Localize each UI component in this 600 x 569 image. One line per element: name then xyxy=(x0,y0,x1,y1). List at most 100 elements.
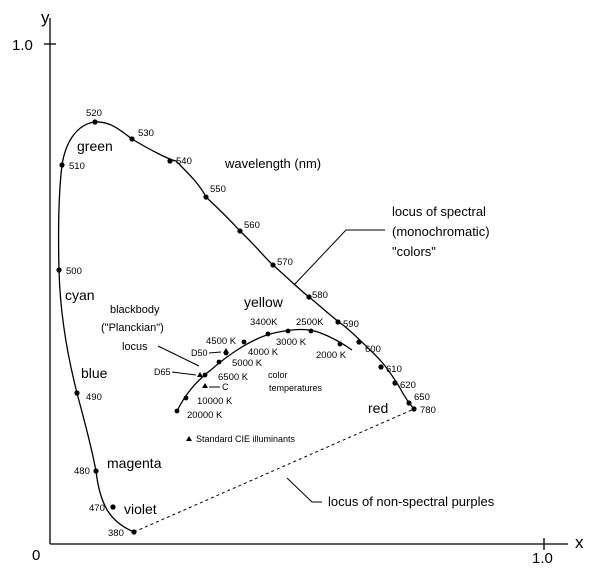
blackbody-note-line2: ("Planckian") xyxy=(101,322,164,334)
wl-label-650: 650 xyxy=(414,392,430,403)
wl-label-780: 780 xyxy=(420,405,436,416)
temp-point-4000 xyxy=(241,339,247,345)
illuminant-legend-marker xyxy=(186,436,192,441)
wl-label-570: 570 xyxy=(277,257,293,268)
illuminants-legend-text: Standard CIE illuminants xyxy=(196,434,296,444)
wavelength-labels: 380 470 480 490 500 510 520 530 540 550 … xyxy=(66,108,436,539)
illuminant-markers xyxy=(186,348,229,441)
axes: y x 1.0 1.0 0 xyxy=(12,8,584,567)
region-magenta: magenta xyxy=(107,455,162,471)
temperature-labels: 3400K 2500K 3000 K 2000 K 4500 K 4000 K … xyxy=(187,317,347,421)
point-520 xyxy=(92,119,98,125)
point-500 xyxy=(56,267,62,273)
region-labels: green cyan blue magenta violet yellow re… xyxy=(65,138,388,517)
color-temp-note-line2: temperatures xyxy=(269,383,323,393)
temp-label-2500: 2500K xyxy=(296,317,324,328)
illuminant-c-marker xyxy=(202,383,208,388)
point-600 xyxy=(356,339,362,345)
wl-label-580: 580 xyxy=(312,290,328,301)
wl-label-610: 610 xyxy=(386,364,402,375)
temp-point-3000 xyxy=(285,328,291,334)
region-cyan: cyan xyxy=(65,287,95,303)
spectral-points xyxy=(56,119,417,535)
illuminant-d65-label: D65 xyxy=(154,367,171,377)
illuminant-c-label: C xyxy=(222,382,229,392)
point-490 xyxy=(74,390,80,396)
temp-point-2000 xyxy=(337,341,343,347)
point-620 xyxy=(392,380,398,386)
nonspectral-leader-line xyxy=(286,477,322,503)
region-green: green xyxy=(77,138,113,154)
temp-label-10000: 10000 K xyxy=(197,396,233,407)
point-590 xyxy=(335,319,341,325)
point-540 xyxy=(167,158,173,164)
temp-point-20000 xyxy=(174,408,180,414)
wl-label-560: 560 xyxy=(244,220,260,231)
wl-label-520: 520 xyxy=(86,108,102,119)
blackbody-note-line3: locus xyxy=(122,341,148,353)
wl-label-600: 600 xyxy=(365,344,381,355)
point-650 xyxy=(406,400,412,406)
point-580 xyxy=(306,294,312,300)
illuminant-d50-leader xyxy=(208,351,222,354)
region-yellow: yellow xyxy=(244,294,284,310)
point-570 xyxy=(270,262,276,268)
wl-label-510: 510 xyxy=(69,161,85,172)
wl-label-500: 500 xyxy=(66,266,82,277)
wl-label-470: 470 xyxy=(89,503,105,514)
blackbody-leader-line xyxy=(157,345,200,367)
temp-label-5000: 5000 K xyxy=(232,358,263,369)
illuminant-d65-leader xyxy=(171,371,197,376)
spectral-locus-curve xyxy=(57,121,415,533)
blackbody-annotation: blackbody ("Planckian") locus xyxy=(101,304,200,367)
planckian-points xyxy=(174,328,343,414)
spectral-note-line3: "colors" xyxy=(392,244,436,259)
spectral-leader-line xyxy=(293,229,385,286)
point-560 xyxy=(237,228,243,234)
origin-label: 0 xyxy=(32,547,40,564)
wl-label-550: 550 xyxy=(210,184,226,195)
temp-point-5000 xyxy=(216,359,222,365)
temp-label-2000: 2000 K xyxy=(316,350,347,361)
temp-label-3400: 3400K xyxy=(250,317,278,328)
region-violet: violet xyxy=(124,501,157,517)
region-red: red xyxy=(368,400,388,416)
point-780 xyxy=(411,406,417,412)
illuminant-d50-label: D50 xyxy=(191,348,208,358)
point-380 xyxy=(131,529,137,535)
spectral-note-line2: (monochromatic) xyxy=(392,224,490,239)
non-spectral-annotation: locus of non-spectral purples xyxy=(286,477,495,509)
wl-label-480: 480 xyxy=(74,466,90,477)
y-axis-label: y xyxy=(41,8,50,27)
temp-point-6500 xyxy=(202,372,208,378)
color-temp-note-line1: color xyxy=(268,370,288,380)
temp-label-20000: 20000 K xyxy=(187,410,223,421)
temp-point-10000 xyxy=(183,395,189,401)
blackbody-note-line1: blackbody xyxy=(110,304,160,316)
temp-point-3400 xyxy=(265,331,271,337)
non-spectral-purple-line xyxy=(133,408,415,533)
region-blue: blue xyxy=(81,365,108,381)
point-480 xyxy=(93,468,99,474)
x-max-label: 1.0 xyxy=(532,550,553,567)
point-470 xyxy=(110,504,116,510)
illuminant-d65-marker xyxy=(197,372,203,377)
temp-label-4000: 4000 K xyxy=(248,347,279,358)
wl-label-490: 490 xyxy=(86,392,102,403)
wl-label-530: 530 xyxy=(138,128,154,139)
illuminant-d50-marker xyxy=(223,348,229,353)
wl-label-380: 380 xyxy=(108,528,124,539)
temp-point-2500 xyxy=(308,328,314,334)
point-550 xyxy=(203,194,209,200)
wl-label-540: 540 xyxy=(176,156,192,167)
temp-label-4500: 4500 K xyxy=(206,336,237,347)
wl-label-590: 590 xyxy=(343,319,359,330)
temp-label-6500: 6500 K xyxy=(218,372,249,383)
temp-label-3000: 3000 K xyxy=(276,337,307,348)
nonspectral-note: locus of non-spectral purples xyxy=(328,494,495,509)
point-510 xyxy=(59,162,65,168)
wavelength-annotation: wavelength (nm) xyxy=(224,156,321,171)
y-max-label: 1.0 xyxy=(12,37,33,54)
spectral-locus-annotation: locus of spectral (monochromatic) "color… xyxy=(293,204,490,286)
point-530 xyxy=(129,136,135,142)
